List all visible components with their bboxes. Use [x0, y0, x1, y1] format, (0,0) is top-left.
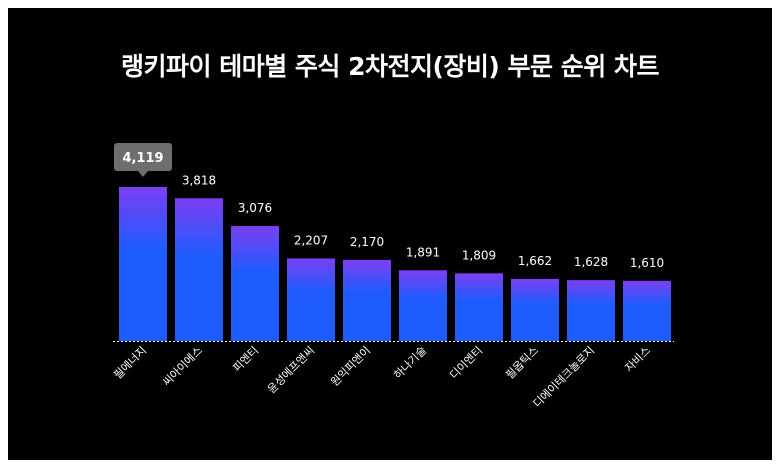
value-tooltip-pointer: [138, 171, 148, 177]
value-label-9: 1,610: [630, 256, 664, 270]
category-label-3: 윤성에프앤씨: [265, 344, 317, 396]
value-label-4: 2,170: [350, 235, 384, 249]
bar-5[interactable]: [399, 270, 447, 341]
bar-8[interactable]: [567, 280, 615, 341]
value-label-6: 1,809: [462, 248, 496, 262]
value-label-0: 4,119: [122, 151, 163, 166]
category-label-9: 자비스: [622, 344, 653, 375]
value-label-1: 3,818: [182, 173, 216, 187]
value-label-5: 1,891: [406, 245, 440, 259]
chart-title: 랭키파이 테마별 주식 2차전지(장비) 부문 순위 차트: [121, 52, 659, 81]
bar-1[interactable]: [175, 198, 223, 341]
bar-7[interactable]: [511, 278, 559, 341]
bar-0[interactable]: [119, 187, 167, 341]
category-label-6: 디이엔티: [447, 344, 485, 382]
category-label-1: 씨아이에스: [160, 344, 205, 389]
category-label-4: 원익피앤이: [328, 344, 373, 389]
category-label-2: 피엔티: [230, 344, 261, 375]
bar-9[interactable]: [623, 280, 671, 341]
category-label-0: 필에너지: [111, 344, 149, 382]
bar-6[interactable]: [455, 273, 503, 341]
category-label-8: 디에이테크놀로지: [531, 344, 597, 410]
value-label-7: 1,662: [518, 254, 552, 268]
bar-3[interactable]: [287, 258, 335, 341]
category-label-5: 하나기술: [391, 343, 430, 382]
bar-2[interactable]: [231, 225, 279, 341]
bar-4[interactable]: [343, 259, 391, 341]
value-label-2: 3,076: [238, 201, 272, 215]
value-tooltip-box: [114, 143, 172, 171]
value-label-8: 1,628: [574, 255, 608, 269]
category-label-7: 필옵틱스: [503, 344, 541, 382]
value-label-3: 2,207: [294, 233, 328, 247]
